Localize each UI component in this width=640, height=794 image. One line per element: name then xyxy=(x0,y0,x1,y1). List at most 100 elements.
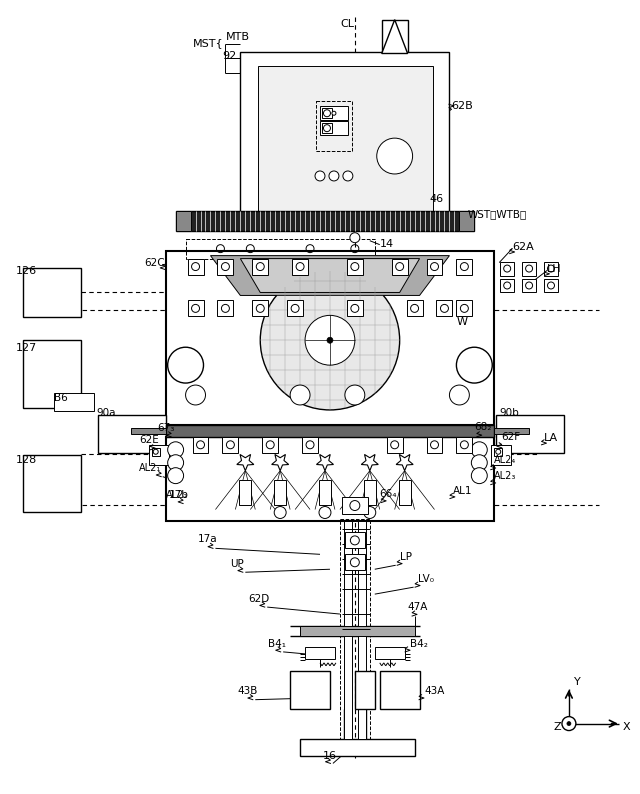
Bar xyxy=(492,445,511,464)
Bar xyxy=(218,300,234,316)
Bar xyxy=(300,626,415,636)
Bar xyxy=(347,300,363,316)
Circle shape xyxy=(440,304,449,312)
Text: 62A: 62A xyxy=(512,241,534,252)
Polygon shape xyxy=(241,259,420,292)
Circle shape xyxy=(221,263,229,271)
Circle shape xyxy=(256,263,264,271)
Bar xyxy=(426,437,442,453)
Circle shape xyxy=(296,263,304,271)
Bar xyxy=(345,533,365,549)
Bar xyxy=(500,279,514,292)
Text: UP: UP xyxy=(230,559,244,569)
Bar xyxy=(148,445,169,464)
Bar xyxy=(290,671,330,708)
Bar xyxy=(131,428,166,434)
Text: 46: 46 xyxy=(429,194,444,204)
Circle shape xyxy=(306,441,314,449)
Bar xyxy=(274,480,286,504)
Bar xyxy=(355,671,375,708)
Text: X: X xyxy=(623,722,630,731)
Text: W: W xyxy=(456,318,467,327)
Circle shape xyxy=(377,138,413,174)
Circle shape xyxy=(291,304,299,312)
Bar xyxy=(406,300,422,316)
Text: 43B: 43B xyxy=(237,686,258,696)
Bar xyxy=(252,259,268,275)
Bar xyxy=(188,259,204,275)
Bar xyxy=(23,268,81,318)
Text: 62F: 62F xyxy=(501,432,520,441)
Circle shape xyxy=(168,468,184,484)
Bar xyxy=(392,259,408,275)
Circle shape xyxy=(329,171,339,181)
Text: AL2₄: AL2₄ xyxy=(494,455,516,464)
Circle shape xyxy=(460,441,468,449)
Bar xyxy=(193,437,209,453)
Text: B4₂: B4₂ xyxy=(410,639,428,649)
Circle shape xyxy=(266,441,274,449)
Bar xyxy=(494,428,529,434)
Polygon shape xyxy=(211,256,449,295)
Text: 90a: 90a xyxy=(96,408,115,418)
Polygon shape xyxy=(316,454,333,471)
Text: 128: 128 xyxy=(17,455,38,464)
Bar xyxy=(522,279,536,292)
Circle shape xyxy=(471,441,487,457)
Bar xyxy=(322,108,332,118)
Bar xyxy=(456,300,472,316)
Circle shape xyxy=(525,265,532,272)
Circle shape xyxy=(525,282,532,289)
Bar xyxy=(344,522,352,738)
Bar xyxy=(387,437,403,453)
Circle shape xyxy=(319,507,331,518)
Text: 14: 14 xyxy=(380,239,394,249)
Text: 62B: 62B xyxy=(451,102,473,111)
Bar xyxy=(358,522,366,738)
Circle shape xyxy=(431,441,438,449)
Polygon shape xyxy=(237,454,254,471)
Bar xyxy=(375,647,404,659)
Bar xyxy=(252,300,268,316)
Circle shape xyxy=(305,315,355,365)
Bar xyxy=(23,455,81,512)
Bar xyxy=(175,211,191,231)
Bar xyxy=(426,259,442,275)
Text: LH: LH xyxy=(547,264,562,274)
Text: 68₂: 68₂ xyxy=(474,422,492,432)
Circle shape xyxy=(351,304,359,312)
Text: 66₄: 66₄ xyxy=(380,488,397,499)
Bar xyxy=(98,415,166,453)
Bar xyxy=(544,261,558,276)
Bar xyxy=(456,259,472,275)
Bar xyxy=(262,437,278,453)
Bar xyxy=(175,211,474,231)
Text: 90b: 90b xyxy=(499,408,519,418)
Bar xyxy=(319,480,331,504)
Polygon shape xyxy=(396,454,413,471)
Circle shape xyxy=(471,455,487,471)
Text: Y: Y xyxy=(574,676,580,687)
Circle shape xyxy=(547,282,554,289)
Bar xyxy=(544,279,558,292)
Circle shape xyxy=(504,282,511,289)
Circle shape xyxy=(364,507,376,518)
Bar xyxy=(399,480,411,504)
Circle shape xyxy=(547,265,554,272)
Circle shape xyxy=(471,468,487,484)
Bar xyxy=(436,300,452,316)
Bar xyxy=(152,448,160,456)
Circle shape xyxy=(260,271,399,410)
Text: Z: Z xyxy=(554,722,562,731)
Bar xyxy=(345,554,365,570)
Bar xyxy=(316,102,352,151)
Circle shape xyxy=(345,385,365,405)
Bar xyxy=(322,123,332,133)
Text: AL2₃: AL2₃ xyxy=(494,471,516,480)
Bar xyxy=(460,211,474,231)
Text: B6: B6 xyxy=(54,393,68,403)
Circle shape xyxy=(350,233,360,243)
Text: 62C: 62C xyxy=(144,257,164,268)
Circle shape xyxy=(456,347,492,383)
Bar xyxy=(239,480,252,504)
